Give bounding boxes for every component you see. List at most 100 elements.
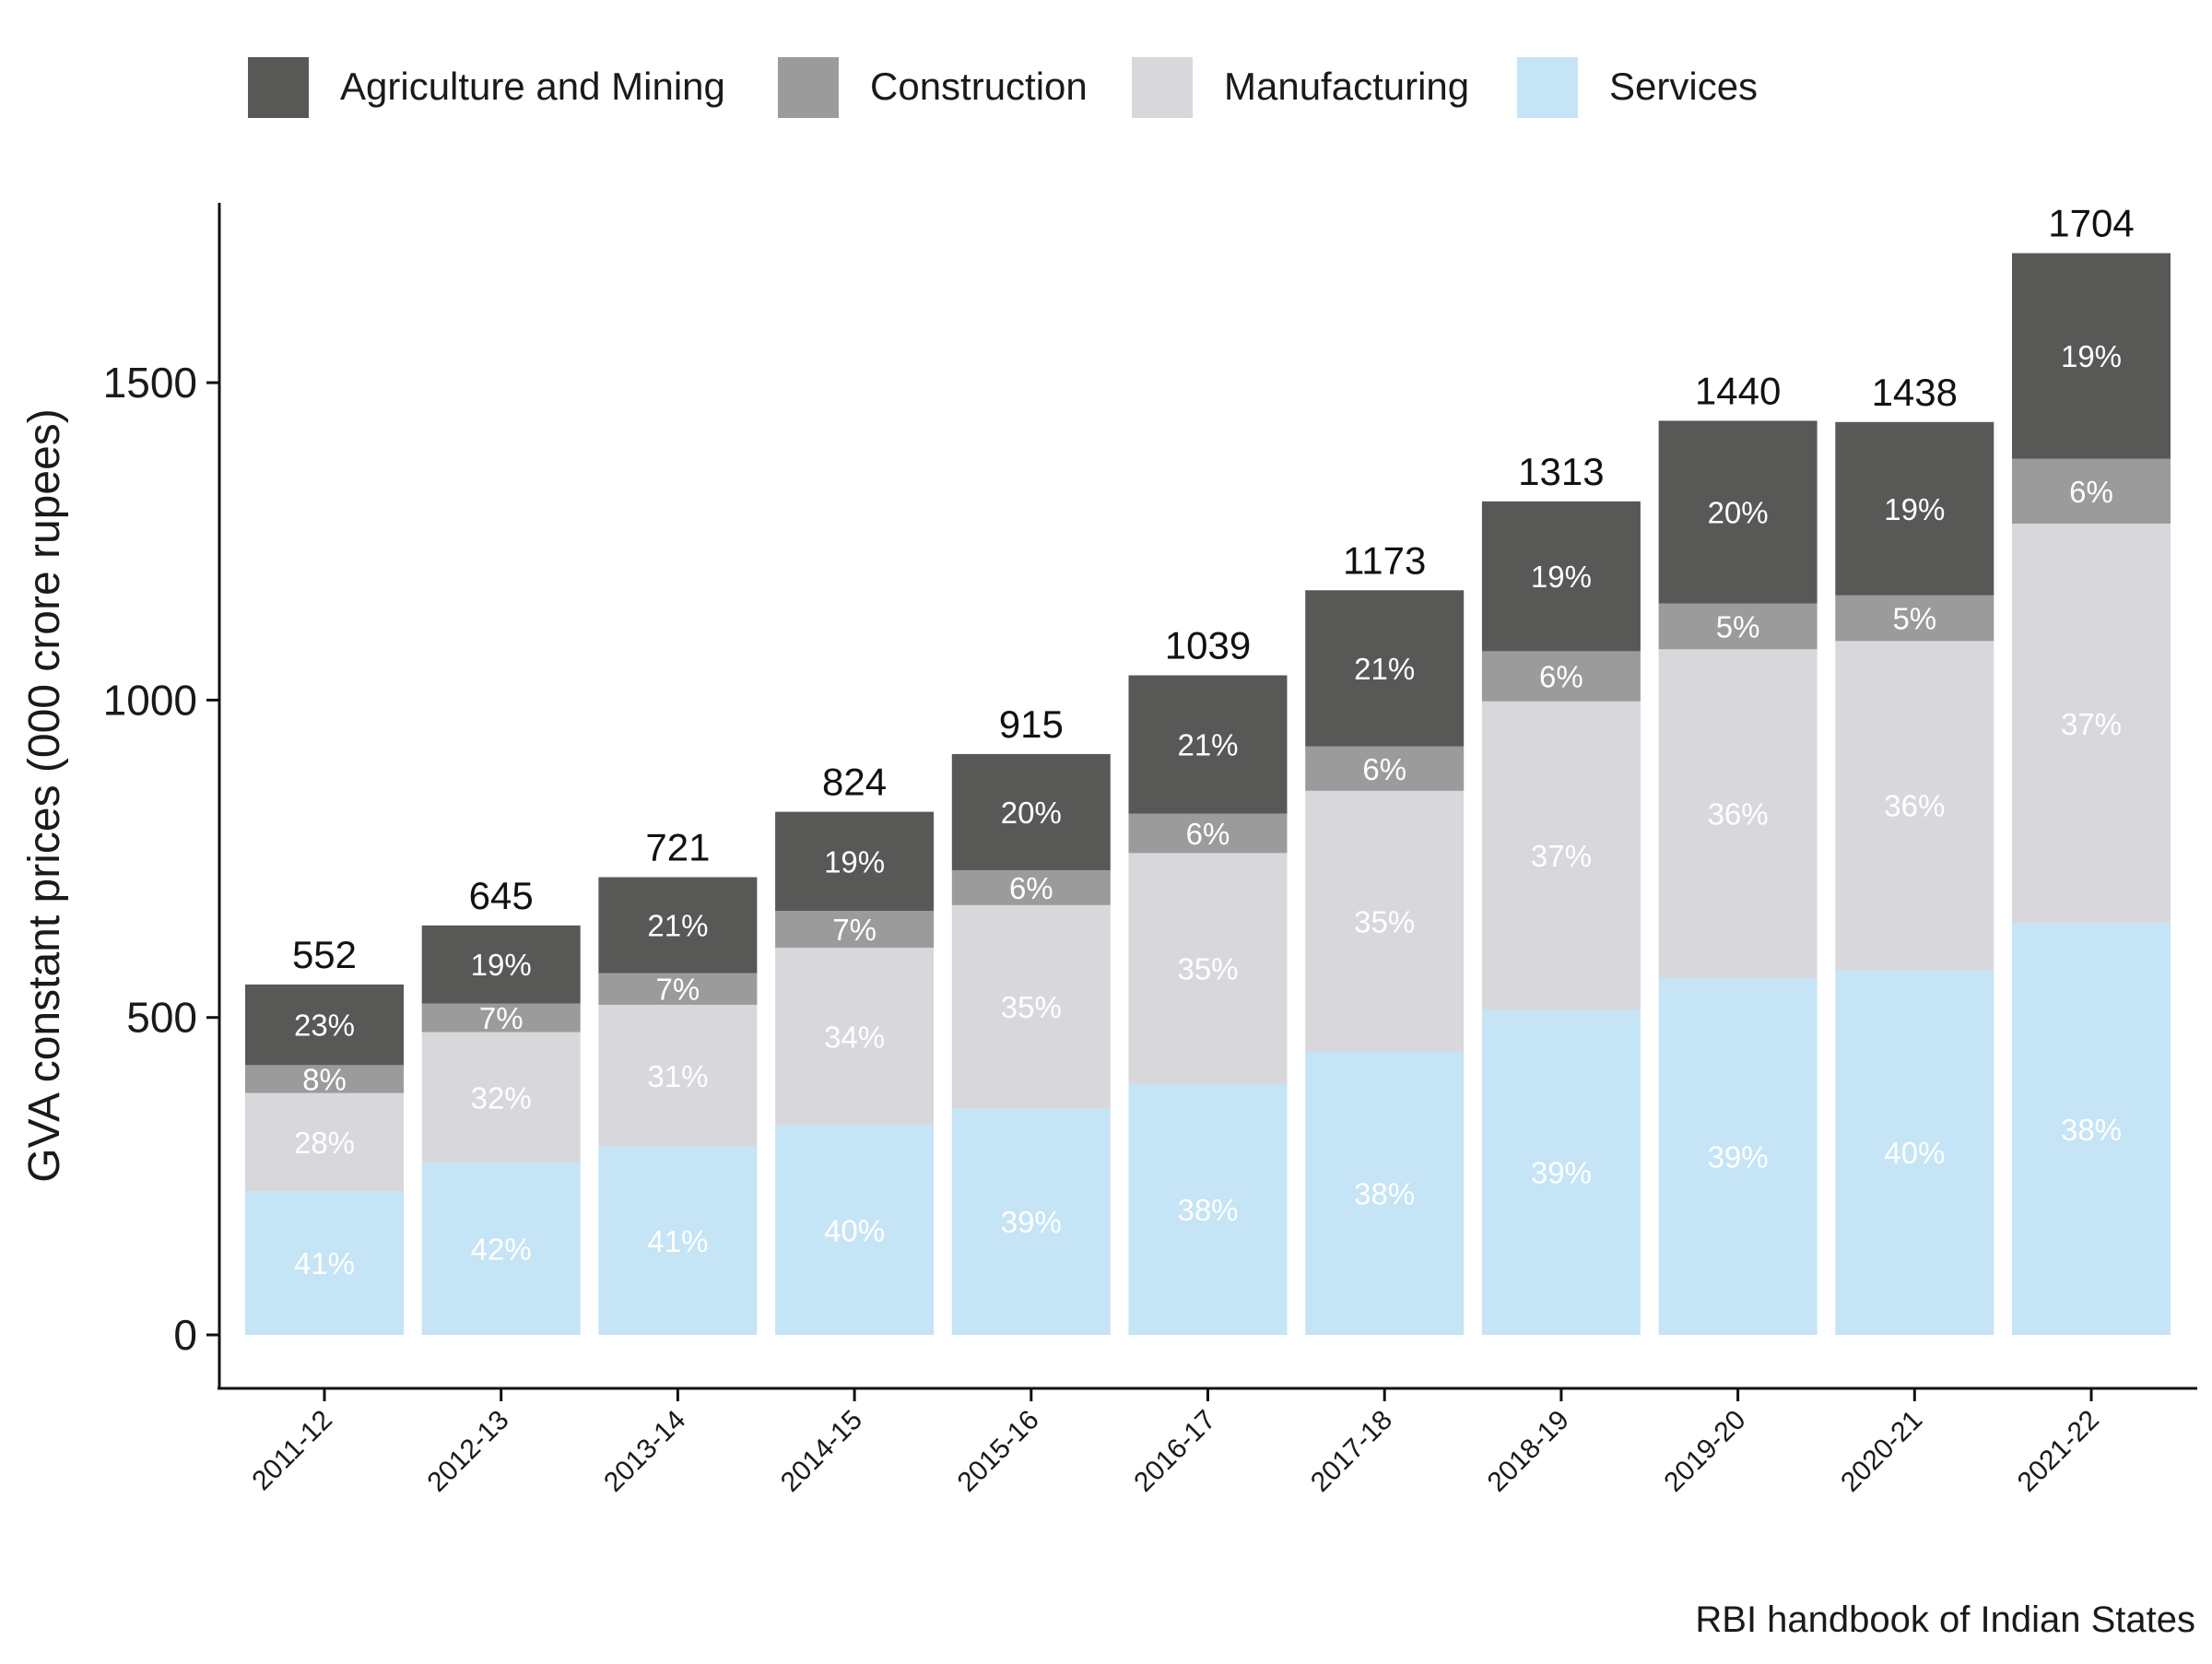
data-label-manufacturing-2021-22: 37%: [2061, 707, 2122, 741]
bar-segment-construction-2013-14: [598, 973, 758, 1005]
bar-segment-services-2018-19: [1481, 1009, 1641, 1335]
data-label-manufacturing-2017-18: 35%: [1354, 904, 1415, 938]
bar-segment-construction-2017-18: [1305, 746, 1465, 791]
total-label-2012-13: 645: [469, 874, 534, 917]
y-tick-label-500: 500: [126, 994, 197, 1042]
bar-segment-services-2015-16: [951, 1108, 1111, 1335]
data-label-manufacturing-2020-21: 36%: [1884, 789, 1945, 823]
data-label-agriculture-and-mining-2020-21: 19%: [1884, 492, 1945, 526]
bar-segment-agriculture-and-mining-2016-17: [1128, 675, 1288, 814]
x-tick-label-2020-21: 2020-21: [1835, 1405, 1928, 1498]
data-label-construction-2015-16: 6%: [1009, 871, 1053, 905]
bar-segment-manufacturing-2017-18: [1305, 790, 1465, 1052]
data-label-construction-2014-15: 7%: [832, 913, 877, 947]
total-label-2018-19: 1313: [1518, 450, 1604, 493]
data-label-agriculture-and-mining-2018-19: 19%: [1531, 560, 1592, 594]
x-tick-label-2019-20: 2019-20: [1658, 1405, 1751, 1498]
bar-segment-construction-2014-15: [775, 911, 935, 948]
y-axis-title: GVA constant prices (000 crore rupees): [20, 408, 69, 1183]
data-label-construction-2012-13: 7%: [479, 1001, 524, 1035]
legend-label-construction: Construction: [870, 65, 1088, 108]
total-label-2015-16: 915: [999, 702, 1064, 746]
bar-segment-services-2020-21: [1835, 970, 1994, 1335]
data-label-services-2021-22: 38%: [2061, 1113, 2122, 1147]
data-label-manufacturing-2014-15: 34%: [824, 1020, 885, 1054]
total-label-2019-20: 1440: [1695, 369, 1781, 412]
bar-segment-construction-2021-22: [2012, 458, 2171, 524]
data-label-services-2020-21: 40%: [1884, 1136, 1945, 1170]
total-label-2020-21: 1438: [1872, 371, 1958, 414]
bar-segment-manufacturing-2018-19: [1481, 701, 1641, 1010]
bar-segment-agriculture-and-mining-2012-13: [421, 925, 581, 1004]
total-label-2011-12: 552: [292, 933, 357, 976]
bar-segment-construction-2019-20: [1658, 603, 1818, 650]
bar-segment-services-2012-13: [421, 1162, 581, 1335]
legend-swatch-manufacturing: [1132, 57, 1193, 118]
bar-segment-services-2011-12: [245, 1191, 404, 1335]
x-tick-label-2012-13: 2012-13: [421, 1405, 514, 1498]
bar-segment-manufacturing-2020-21: [1835, 641, 1994, 971]
data-label-construction-2017-18: 6%: [1362, 752, 1406, 786]
bar-segment-services-2021-22: [2012, 923, 2171, 1335]
data-label-agriculture-and-mining-2013-14: 21%: [647, 909, 708, 943]
x-tick-label-2015-16: 2015-16: [952, 1405, 1045, 1498]
data-label-manufacturing-2011-12: 28%: [294, 1126, 355, 1160]
y-tick-label-1500: 1500: [103, 359, 197, 407]
data-label-agriculture-and-mining-2017-18: 21%: [1354, 652, 1415, 686]
data-label-services-2018-19: 39%: [1531, 1156, 1592, 1190]
bar-segment-agriculture-and-mining-2011-12: [245, 984, 404, 1066]
total-labels: 552 645 721 824 915 1039 1173 1313 1440 1438 1704: [292, 202, 2135, 976]
bar-segment-manufacturing-2013-14: [598, 1004, 758, 1148]
total-label-2013-14: 721: [645, 826, 710, 869]
bar-segment-agriculture-and-mining-2019-20: [1658, 420, 1818, 604]
legend: Agriculture and Mining Construction Manufa…: [248, 57, 1758, 118]
data-label-services-2017-18: 38%: [1354, 1176, 1415, 1210]
data-label-agriculture-and-mining-2014-15: 19%: [824, 844, 885, 879]
data-label-services-2014-15: 40%: [824, 1213, 885, 1247]
legend-swatch-services: [1517, 57, 1578, 118]
bar-segment-manufacturing-2012-13: [421, 1032, 581, 1163]
y-ticks: 0 500 1000 1500: [103, 359, 219, 1359]
bar-segment-services-2014-15: [775, 1125, 935, 1335]
bar-segment-services-2019-20: [1658, 978, 1818, 1335]
data-label-agriculture-and-mining-2019-20: 20%: [1708, 496, 1769, 530]
data-label-services-2016-17: 38%: [1177, 1193, 1238, 1227]
legend-label-agriculture-and-mining: Agriculture and Mining: [340, 65, 725, 108]
bar-segment-agriculture-and-mining-2017-18: [1305, 590, 1465, 747]
data-label-services-2019-20: 39%: [1708, 1140, 1769, 1174]
bar-segment-construction-2012-13: [421, 1003, 581, 1033]
legend-label-services: Services: [1609, 65, 1758, 108]
data-label-manufacturing-2018-19: 37%: [1531, 839, 1592, 873]
data-label-agriculture-and-mining-2015-16: 20%: [1001, 796, 1062, 830]
bar-segment-services-2013-14: [598, 1147, 758, 1335]
bar-segment-construction-2015-16: [951, 869, 1111, 905]
bar-segment-construction-2011-12: [245, 1065, 404, 1093]
data-label-services-2012-13: 42%: [471, 1233, 532, 1267]
data-label-manufacturing-2016-17: 35%: [1177, 952, 1238, 986]
bar-segment-agriculture-and-mining-2021-22: [2012, 253, 2171, 459]
bar-segment-construction-2016-17: [1128, 813, 1288, 854]
bar-segment-manufacturing-2021-22: [2012, 523, 2171, 924]
x-tick-label-2016-17: 2016-17: [1128, 1405, 1221, 1498]
bar-segment-manufacturing-2015-16: [951, 904, 1111, 1109]
source-caption: RBI handbook of Indian States: [1695, 1599, 2195, 1640]
legend-swatch-agriculture-and-mining: [248, 57, 309, 118]
bar-segment-construction-2020-21: [1835, 595, 1994, 642]
data-label-agriculture-and-mining-2012-13: 19%: [471, 948, 532, 982]
data-label-construction-2018-19: 6%: [1539, 660, 1583, 694]
bar-segment-manufacturing-2016-17: [1128, 853, 1288, 1085]
bar-segment-services-2017-18: [1305, 1051, 1465, 1335]
data-label-services-2013-14: 41%: [647, 1224, 708, 1258]
total-label-2014-15: 824: [822, 761, 887, 804]
data-label-agriculture-and-mining-2016-17: 21%: [1177, 728, 1238, 762]
total-label-2017-18: 1173: [1343, 538, 1426, 582]
x-tick-label-2011-12: 2011-12: [246, 1405, 338, 1497]
data-label-construction-2020-21: 5%: [1892, 602, 1936, 636]
x-tick-label-2013-14: 2013-14: [598, 1405, 691, 1498]
data-label-services-2011-12: 41%: [294, 1246, 355, 1280]
bar-segment-agriculture-and-mining-2020-21: [1835, 421, 1994, 596]
bar-segment-agriculture-and-mining-2015-16: [951, 753, 1111, 870]
bars: 41% 28% 8% 23% 42% 32% 7% 19% 41% 31% 7% 21% 40% 34% 7…: [245, 253, 2171, 1335]
